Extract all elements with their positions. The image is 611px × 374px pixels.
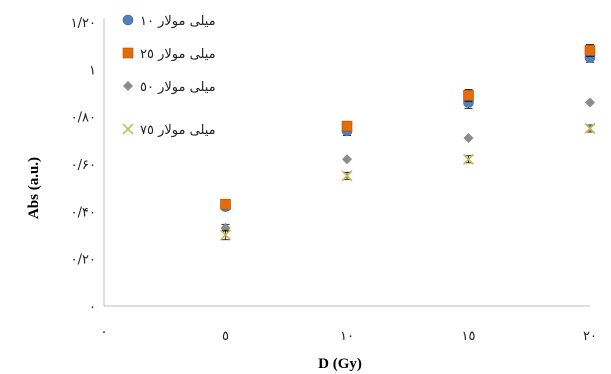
y-tick-label: ١/٢٠ bbox=[71, 16, 96, 31]
x-tick-label: ١٠ bbox=[340, 329, 354, 344]
legend-item: میلی مولار ٥٠ bbox=[123, 80, 216, 95]
y-tick-label: ٠/۴٠ bbox=[71, 205, 96, 220]
y-tick-label: ٠/٢٠ bbox=[71, 253, 96, 268]
y-tick-label: ٠/۶٠ bbox=[71, 158, 96, 173]
legend-label: میلی مولار ٥٠ bbox=[140, 80, 216, 95]
data-point-cross bbox=[341, 170, 353, 182]
legend-item: میلی مولار ٧٥ bbox=[122, 123, 216, 138]
data-point-diamond bbox=[463, 132, 474, 143]
data-point-square bbox=[463, 90, 474, 101]
x-tick-label: ١٥ bbox=[462, 329, 476, 344]
legend-marker-diamond bbox=[123, 81, 133, 91]
data-point-cross bbox=[462, 153, 475, 165]
y-tick-labels: ٠ ٠/٢٠ ٠/۴٠ ٠/۶٠ ٠/٨٠ ١ ١/٢٠ bbox=[71, 16, 96, 315]
x-tick-label: ٠ bbox=[101, 325, 108, 340]
data-point-cross bbox=[584, 122, 596, 135]
legend-marker-square bbox=[122, 47, 134, 59]
data-points bbox=[219, 44, 596, 241]
data-point-square bbox=[584, 45, 596, 56]
legend-item: میلی مولار ٢٥ bbox=[122, 47, 216, 62]
x-axis-title: D (Gy) bbox=[318, 356, 362, 372]
data-point-square bbox=[220, 198, 231, 210]
data-point-diamond bbox=[585, 97, 595, 108]
x-tick-label: ٢٠ bbox=[583, 329, 597, 344]
legend-label: میلی مولار ٧٥ bbox=[140, 123, 216, 138]
legend-label: میلی مولار ٢٥ bbox=[140, 47, 216, 62]
legend: میلی مولار ١٠ میلی مولار ٢٥ میلی مولار ٥٠ م… bbox=[122, 14, 216, 138]
legend-marker-cross bbox=[122, 123, 134, 135]
y-tick-label: ١ bbox=[89, 63, 96, 78]
y-axis-title: Abs (a.u.) bbox=[26, 157, 42, 219]
legend-label: میلی مولار ١٠ bbox=[140, 14, 216, 29]
x-tick-label: ٥ bbox=[222, 329, 229, 344]
y-tick-label: ٠/٨٠ bbox=[71, 111, 96, 126]
data-point-cross bbox=[219, 229, 232, 241]
y-tick-label: ٠ bbox=[89, 300, 96, 315]
legend-marker-circle bbox=[122, 14, 134, 26]
data-point-square bbox=[341, 120, 353, 132]
data-point-diamond bbox=[342, 154, 352, 165]
axes bbox=[103, 18, 590, 307]
legend-item: میلی مولار ١٠ bbox=[122, 14, 216, 29]
x-tick-labels: ٠ ٥ ١٠ ١٥ ٢٠ bbox=[101, 325, 597, 344]
